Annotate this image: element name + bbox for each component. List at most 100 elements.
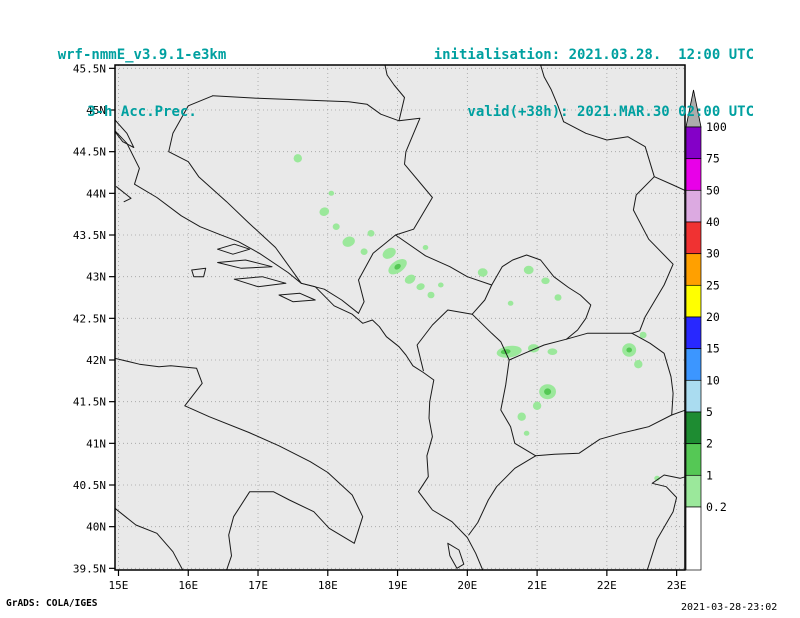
time-block: initialisation: 2021.03.28. 12:00 UTC va… xyxy=(392,8,754,141)
colorbar-segment xyxy=(685,316,702,350)
colorbar-segment xyxy=(685,474,702,508)
colorbar-label: 50 xyxy=(706,183,720,197)
lon-tick-label: 15E xyxy=(109,579,129,592)
colorbar-segment xyxy=(685,284,702,318)
lat-tick-label: 45N xyxy=(86,104,106,117)
lat-tick-label: 43.5N xyxy=(73,229,106,242)
border-adriatic-coast xyxy=(115,130,484,570)
colorbar-label: 5 xyxy=(706,405,713,419)
precip-area xyxy=(404,274,416,284)
precip-area xyxy=(532,401,542,410)
precip-area xyxy=(367,230,375,237)
precip-area xyxy=(342,236,355,247)
border-greece-aegean-coast xyxy=(646,474,685,570)
precip-area xyxy=(544,388,552,396)
border-bosnia-west xyxy=(168,95,302,284)
creation-timestamp: 2021-03-28-23:02 xyxy=(681,602,778,613)
border-albania-greece xyxy=(468,455,537,536)
border-serbia-macedonia xyxy=(565,332,633,340)
lon-tick-label: 19E xyxy=(388,579,408,592)
grads-credit: GrADS: COLA/IGES xyxy=(2,595,102,612)
model-title: wrf-nmmE_v3.9.1-e3km xyxy=(57,47,227,63)
border-montenegro-serbia xyxy=(395,234,493,286)
precip-area xyxy=(328,190,335,196)
precip-area xyxy=(554,294,562,301)
precip-area xyxy=(422,245,429,250)
border-serbia-romania xyxy=(540,65,565,123)
colorbar-label: 0.2 xyxy=(706,500,727,514)
lon-tick-label: 21E xyxy=(527,579,547,592)
precip-area xyxy=(517,412,526,421)
colorbar-label: 10 xyxy=(706,373,720,387)
border-hvar-island xyxy=(217,259,273,269)
map-content xyxy=(115,65,685,570)
colorbar-label: 40 xyxy=(706,215,720,229)
lat-tick-label: 44N xyxy=(86,187,106,200)
border-dubrovnik-strip xyxy=(300,282,359,314)
border-dugi-otok xyxy=(115,186,132,203)
border-corfu-island xyxy=(447,542,465,569)
lon-tick-label: 18E xyxy=(318,579,338,592)
colorbar-label: 100 xyxy=(706,120,727,134)
border-montenegro-albania xyxy=(416,309,473,372)
valid-time-label: valid(+38h): 2021.MAR.30 02:00 UTC xyxy=(467,104,754,120)
border-brac-island xyxy=(217,243,251,255)
colorbar-segment xyxy=(685,221,702,255)
colorbar-segment xyxy=(685,348,702,381)
precip-area xyxy=(507,300,514,306)
lon-tick-label: 23E xyxy=(667,579,687,592)
border-korcula-island xyxy=(233,276,287,288)
precip-area xyxy=(547,348,558,356)
precip-area xyxy=(639,331,647,339)
colorbar-label: 30 xyxy=(706,247,720,261)
precip-area xyxy=(293,154,302,163)
colorbar-label: 2 xyxy=(706,437,713,451)
colorbar-segment xyxy=(685,253,702,286)
colorbar-segment xyxy=(685,443,702,476)
lat-tick-label: 44.5N xyxy=(73,146,106,159)
colorbar-segment xyxy=(685,411,702,445)
precip-area xyxy=(332,223,340,230)
lat-tick-label: 41N xyxy=(86,437,106,450)
border-macedonia-bulgaria xyxy=(631,332,674,416)
title-block: wrf-nmmE_v3.9.1-e3km 3-h Acc.Prec. xyxy=(28,8,256,141)
precip-area xyxy=(654,475,660,481)
lat-tick-label: 41.5N xyxy=(73,396,106,409)
precip-area xyxy=(477,268,488,277)
colorbar-segment xyxy=(685,189,702,223)
lat-tick-label: 43N xyxy=(86,271,106,284)
lat-tick-label: 40.5N xyxy=(73,479,106,492)
border-danube-serbia-bulgaria xyxy=(563,121,674,334)
lat-tick-label: 42.5N xyxy=(73,312,106,325)
border-danube-romania-bulgaria xyxy=(653,176,685,192)
lon-tick-label: 17E xyxy=(248,579,268,592)
precip-area xyxy=(626,347,632,353)
precip-area xyxy=(319,207,330,216)
lat-tick-label: 39.5N xyxy=(73,562,106,575)
map-land xyxy=(115,65,685,570)
border-italy-adriatic-coast xyxy=(115,357,364,570)
border-italy-tyrrhenian-coast xyxy=(115,507,184,570)
border-macedonia-greece xyxy=(535,414,673,457)
colorbar-label: 15 xyxy=(706,342,720,356)
precip-area xyxy=(382,247,396,259)
colorbar-segment xyxy=(685,379,702,413)
border-bosnia-north-east xyxy=(212,95,433,314)
colorbar-label: 20 xyxy=(706,310,720,324)
precip-area xyxy=(523,265,534,275)
lat-tick-label: 40N xyxy=(86,521,106,534)
precip-area xyxy=(416,283,425,291)
border-pag-island xyxy=(115,119,135,148)
border-mljet-island xyxy=(278,292,316,303)
border-macedonia-albania xyxy=(500,359,537,457)
lon-tick-label: 22E xyxy=(597,579,617,592)
init-time-label: initialisation: 2021.03.28. 12:00 UTC xyxy=(433,47,754,63)
colorbar-segment xyxy=(685,158,702,191)
lon-tick-label: 20E xyxy=(457,579,477,592)
border-bulgaria-greece xyxy=(671,409,685,416)
colorbar-label: 75 xyxy=(706,152,720,166)
lon-tick-label: 16E xyxy=(178,579,198,592)
colorbar-segment xyxy=(685,506,702,571)
